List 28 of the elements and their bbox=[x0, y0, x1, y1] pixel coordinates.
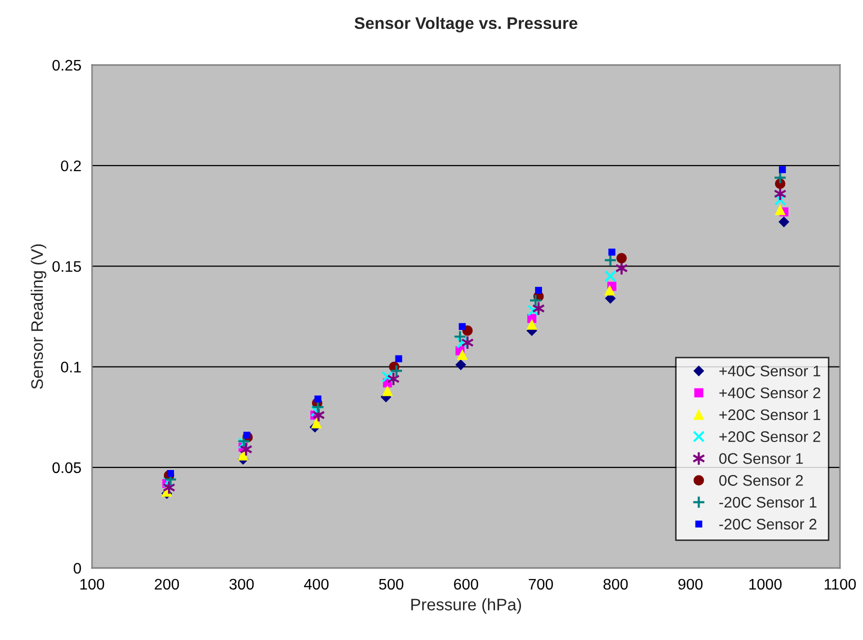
legend-label: +20C Sensor 2 bbox=[719, 431, 820, 442]
x-tick-label: 800 bbox=[604, 578, 628, 590]
y-tick-label: 0.15 bbox=[52, 261, 81, 272]
legend-label: +40C Sensor 2 bbox=[719, 387, 820, 398]
y-axis-title: Sensor Reading (V) bbox=[30, 244, 46, 389]
x-tick-label: 900 bbox=[678, 578, 703, 590]
legend-label: 0C Sensor 1 bbox=[719, 453, 803, 464]
legend-label: +40C Sensor 1 bbox=[719, 366, 820, 376]
y-tick-label: 0.05 bbox=[52, 462, 81, 474]
chart-title: Sensor Voltage vs. Pressure bbox=[354, 16, 578, 32]
x-tick-label: 100 bbox=[80, 578, 104, 590]
legend-label: +20C Sensor 1 bbox=[719, 409, 820, 420]
x-tick-label: 200 bbox=[154, 578, 179, 590]
y-tick-label: 0 bbox=[74, 562, 81, 574]
x-tick-label: 1100 bbox=[824, 578, 856, 590]
x-tick-label: 300 bbox=[229, 578, 254, 590]
legend-label: 0C Sensor 2 bbox=[719, 475, 803, 486]
y-tick-label: 0.25 bbox=[52, 60, 81, 71]
x-axis-title: Pressure (hPa) bbox=[411, 598, 522, 614]
x-tick-label: 1000 bbox=[749, 578, 782, 590]
x-tick-label: 400 bbox=[304, 578, 329, 590]
legend-label: -20C Sensor 2 bbox=[719, 518, 816, 530]
x-tick-label: 500 bbox=[379, 578, 404, 590]
y-tick-label: 0.2 bbox=[60, 160, 81, 172]
x-tick-label: 600 bbox=[454, 578, 478, 590]
legend-label: -20C Sensor 1 bbox=[719, 496, 816, 508]
y-tick-label: 0.1 bbox=[60, 362, 81, 372]
x-tick-label: 700 bbox=[528, 578, 553, 590]
